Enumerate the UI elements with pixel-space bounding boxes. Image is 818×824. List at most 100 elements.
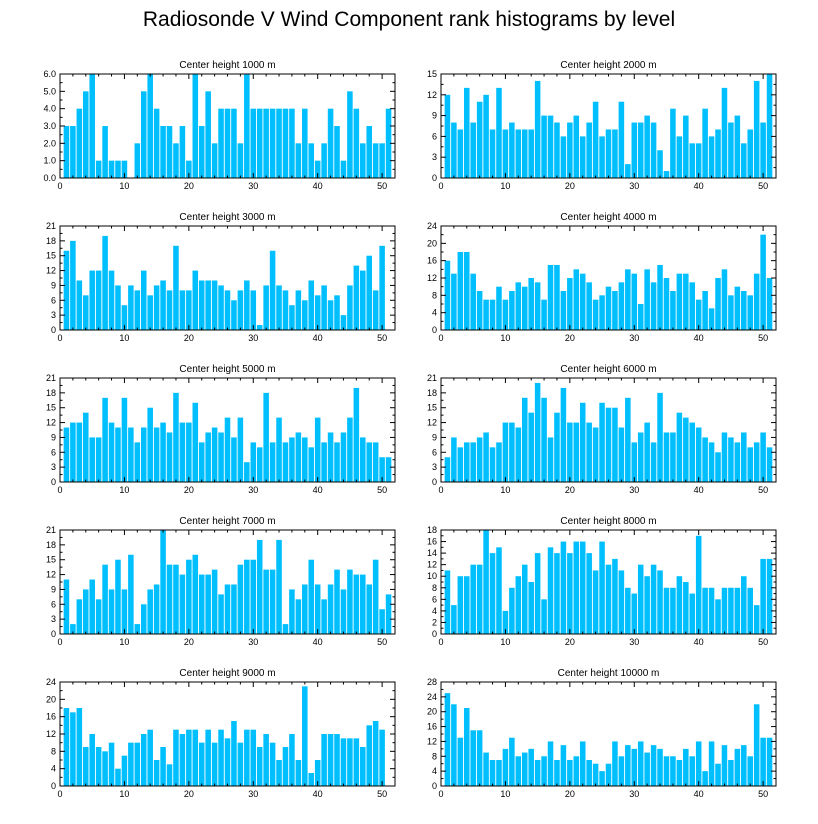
histogram-bar bbox=[95, 270, 102, 330]
histogram-bar bbox=[586, 760, 592, 786]
x-tick-label: 40 bbox=[694, 485, 704, 495]
histogram-bar bbox=[670, 432, 676, 482]
histogram-bar bbox=[224, 290, 231, 330]
histogram-bar bbox=[205, 574, 211, 634]
histogram-bar bbox=[282, 442, 289, 482]
histogram-bar bbox=[734, 115, 741, 178]
histogram-bar bbox=[63, 708, 70, 786]
histogram-bar bbox=[509, 587, 515, 634]
histogram-bar bbox=[250, 442, 257, 482]
histogram-bar bbox=[599, 295, 605, 330]
histogram-bar bbox=[289, 734, 295, 786]
histogram-bar bbox=[567, 760, 573, 786]
histogram-bar bbox=[599, 541, 605, 634]
histogram-bar bbox=[205, 91, 211, 178]
y-tick-label: 8 bbox=[432, 290, 437, 300]
histogram-bar bbox=[308, 143, 315, 178]
x-tick-label: 0 bbox=[57, 333, 62, 343]
histogram-bar bbox=[464, 442, 470, 482]
histogram-bar bbox=[644, 269, 650, 330]
histogram-bar bbox=[734, 286, 741, 330]
x-tick-label: 30 bbox=[248, 181, 258, 191]
histogram-bar bbox=[451, 273, 457, 330]
histogram-bar bbox=[470, 442, 476, 482]
histogram-bar bbox=[379, 609, 385, 634]
x-tick-label: 0 bbox=[438, 181, 443, 191]
histogram-bar bbox=[573, 541, 580, 634]
x-tick-label: 50 bbox=[758, 333, 768, 343]
histogram-bar bbox=[663, 171, 670, 178]
histogram-bar bbox=[766, 558, 773, 634]
histogram-bar bbox=[644, 422, 650, 482]
histogram-bar bbox=[631, 442, 638, 482]
histogram-bar bbox=[560, 745, 567, 786]
histogram-bar bbox=[244, 729, 250, 786]
histogram-bar bbox=[192, 729, 199, 786]
histogram-bar bbox=[250, 559, 257, 634]
histogram-bar bbox=[708, 308, 715, 330]
y-tick-label: 10 bbox=[427, 571, 437, 581]
histogram-bar bbox=[115, 559, 121, 634]
x-tick-label: 20 bbox=[565, 485, 575, 495]
histogram-bar bbox=[263, 392, 269, 482]
x-tick-label: 20 bbox=[184, 485, 194, 495]
histogram-bar bbox=[128, 554, 134, 634]
histogram-bar bbox=[625, 745, 631, 786]
y-tick-label: 6 bbox=[51, 447, 56, 457]
y-tick-label: 20 bbox=[427, 238, 437, 248]
histogram-bar bbox=[224, 108, 231, 178]
histogram-bar bbox=[489, 299, 496, 330]
histogram-bar bbox=[476, 291, 483, 330]
histogram-bar bbox=[741, 291, 747, 330]
histogram-bar bbox=[444, 260, 451, 330]
x-tick-label: 50 bbox=[758, 485, 768, 495]
y-tick-label: 3 bbox=[432, 152, 437, 162]
histogram-bar bbox=[766, 737, 773, 786]
y-tick-label: 9 bbox=[51, 584, 56, 594]
histogram-bar bbox=[483, 432, 489, 482]
histogram-bar bbox=[83, 91, 89, 178]
y-tick-label: 5.0 bbox=[43, 86, 56, 96]
histogram-bar bbox=[314, 417, 321, 482]
histogram-bar bbox=[160, 747, 166, 786]
histogram-bar bbox=[108, 589, 115, 634]
histogram-bar bbox=[289, 305, 295, 330]
histogram-bar bbox=[760, 432, 766, 482]
histogram-bar bbox=[670, 587, 676, 634]
histogram-bar bbox=[547, 115, 554, 178]
histogram-bar bbox=[353, 574, 360, 634]
histogram-bar bbox=[205, 432, 211, 482]
histogram-bar bbox=[231, 108, 237, 178]
histogram-bar bbox=[573, 269, 580, 330]
histogram-bar bbox=[218, 108, 224, 178]
histogram-bar bbox=[231, 300, 237, 330]
y-tick-label: 18 bbox=[427, 525, 437, 535]
histogram-bar bbox=[173, 143, 179, 178]
histogram-bar bbox=[592, 101, 599, 178]
histogram-bar bbox=[140, 270, 147, 330]
x-tick-label: 40 bbox=[313, 637, 323, 647]
histogram-bar bbox=[476, 730, 483, 786]
x-tick-label: 20 bbox=[565, 789, 575, 799]
histogram-bar bbox=[263, 108, 269, 178]
histogram-bar bbox=[663, 432, 670, 482]
histogram-bar bbox=[385, 457, 392, 482]
histogram-bar bbox=[327, 432, 334, 482]
histogram-bar bbox=[121, 305, 128, 330]
histogram-bar bbox=[766, 447, 773, 482]
histogram-panel-4: Center height 4000 m 0 10 20 30 40 50 0 4 8 12 16 20… bbox=[427, 212, 777, 343]
y-tick-label: 3.0 bbox=[43, 121, 56, 131]
histogram-bar bbox=[676, 760, 683, 786]
histogram-bar bbox=[244, 559, 250, 634]
y-tick-label: 0 bbox=[432, 477, 437, 487]
histogram-bar bbox=[753, 704, 760, 786]
histogram-bar bbox=[121, 755, 128, 786]
histogram-bar bbox=[360, 437, 366, 482]
histogram-bar bbox=[605, 286, 612, 330]
histogram-bar bbox=[102, 564, 108, 634]
histogram-bar bbox=[276, 760, 282, 786]
panel-title: Center height 8000 m bbox=[560, 516, 656, 527]
histogram-bar bbox=[760, 122, 766, 178]
histogram-bar bbox=[515, 756, 522, 786]
y-tick-label: 6 bbox=[432, 594, 437, 604]
